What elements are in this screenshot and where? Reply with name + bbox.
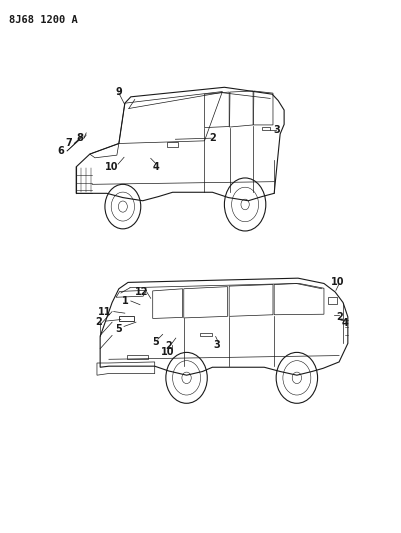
Text: 5: 5 [115, 324, 122, 334]
Text: 4: 4 [342, 318, 348, 328]
Text: 12: 12 [135, 287, 149, 297]
Text: 3: 3 [273, 125, 280, 135]
Text: 4: 4 [152, 162, 159, 172]
Text: 10: 10 [105, 162, 119, 172]
Text: 10: 10 [331, 277, 344, 287]
Text: 11: 11 [98, 306, 111, 317]
Text: 7: 7 [65, 139, 72, 149]
Text: 2: 2 [209, 133, 216, 143]
Text: 3: 3 [213, 340, 220, 350]
Text: 1: 1 [122, 296, 128, 306]
Text: 2: 2 [336, 312, 343, 322]
Text: 6: 6 [57, 146, 64, 156]
Text: 8: 8 [76, 133, 83, 143]
Text: 5: 5 [152, 337, 159, 347]
Text: 2: 2 [95, 317, 102, 327]
Text: 10: 10 [161, 348, 174, 358]
Text: 9: 9 [115, 86, 122, 96]
Text: 8J68 1200 A: 8J68 1200 A [8, 14, 77, 25]
Text: 2: 2 [165, 341, 172, 351]
